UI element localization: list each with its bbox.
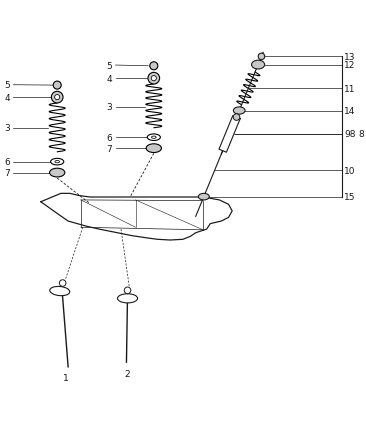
Polygon shape	[219, 116, 240, 153]
Ellipse shape	[117, 294, 138, 303]
Ellipse shape	[234, 108, 245, 115]
Ellipse shape	[198, 194, 209, 200]
Circle shape	[150, 63, 158, 71]
Text: 3: 3	[4, 124, 10, 133]
Circle shape	[53, 82, 61, 90]
Circle shape	[258, 54, 265, 61]
Ellipse shape	[51, 159, 64, 166]
Text: 7: 7	[106, 144, 112, 154]
Ellipse shape	[50, 287, 70, 296]
Circle shape	[59, 280, 66, 287]
Circle shape	[151, 77, 156, 82]
Text: 2: 2	[125, 369, 130, 378]
Text: 11: 11	[344, 85, 356, 94]
Text: 4: 4	[4, 93, 10, 102]
Text: 14: 14	[344, 107, 356, 116]
Ellipse shape	[49, 169, 65, 178]
Text: 10: 10	[344, 166, 356, 175]
Text: 5: 5	[106, 61, 112, 71]
Circle shape	[148, 73, 160, 85]
Circle shape	[55, 95, 60, 101]
Text: 13: 13	[344, 53, 356, 62]
Text: 3: 3	[106, 103, 112, 112]
Ellipse shape	[152, 137, 156, 139]
Text: 8: 8	[358, 130, 364, 139]
Text: 5: 5	[4, 81, 10, 90]
Ellipse shape	[147, 135, 160, 141]
Text: 8: 8	[344, 130, 356, 139]
Text: 9: 9	[344, 130, 350, 139]
Text: 7: 7	[4, 169, 10, 178]
Text: 12: 12	[344, 61, 356, 70]
Ellipse shape	[146, 144, 161, 153]
Circle shape	[51, 92, 63, 104]
Ellipse shape	[251, 61, 265, 70]
Text: 15: 15	[344, 193, 356, 202]
Text: 1: 1	[63, 374, 69, 383]
Circle shape	[124, 287, 131, 294]
Ellipse shape	[55, 161, 60, 163]
Text: 4: 4	[106, 74, 112, 83]
Circle shape	[233, 114, 240, 121]
Text: 6: 6	[4, 158, 10, 167]
Text: 6: 6	[106, 133, 112, 142]
